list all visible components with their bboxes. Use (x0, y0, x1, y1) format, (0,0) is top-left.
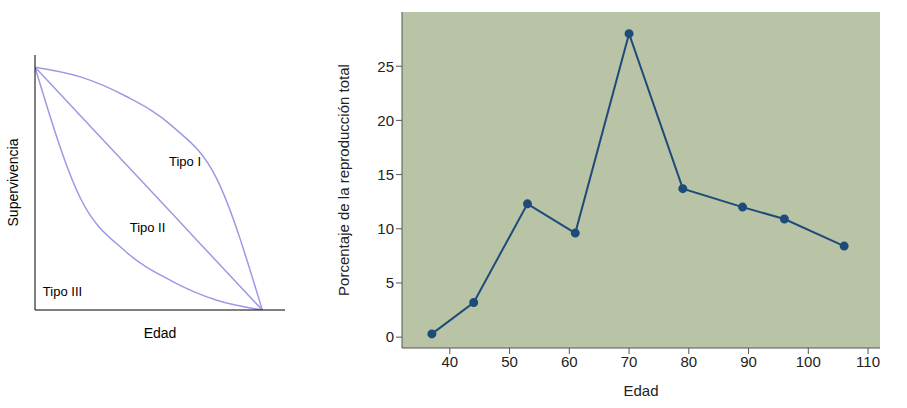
svg-text:80: 80 (680, 353, 697, 370)
svg-text:Porcentaje de la reproducción: Porcentaje de la reproducción total (335, 64, 352, 296)
svg-text:20: 20 (377, 112, 394, 129)
svg-text:25: 25 (377, 58, 394, 75)
svg-text:110: 110 (856, 353, 880, 370)
svg-text:60: 60 (561, 353, 578, 370)
svg-text:50: 50 (501, 353, 518, 370)
svg-text:40: 40 (441, 353, 458, 370)
html-text:Tipo III: Tipo III (42, 284, 83, 300)
html-text:Tipo I: Tipo I (169, 154, 201, 170)
svg-text:Edad: Edad (623, 382, 658, 399)
svg-text:10: 10 (377, 220, 394, 237)
svg-text:0: 0 (386, 328, 394, 345)
svg-text:Edad: Edad (144, 325, 177, 341)
svg-text:5: 5 (386, 274, 394, 291)
svg-text:100: 100 (796, 353, 821, 370)
svg-text:Supervivencia: Supervivencia (5, 138, 21, 226)
svg-text:90: 90 (740, 353, 757, 370)
svg-text:15: 15 (377, 166, 394, 183)
html-text:Tipo II: Tipo II (129, 220, 166, 236)
svg-text:70: 70 (621, 353, 638, 370)
